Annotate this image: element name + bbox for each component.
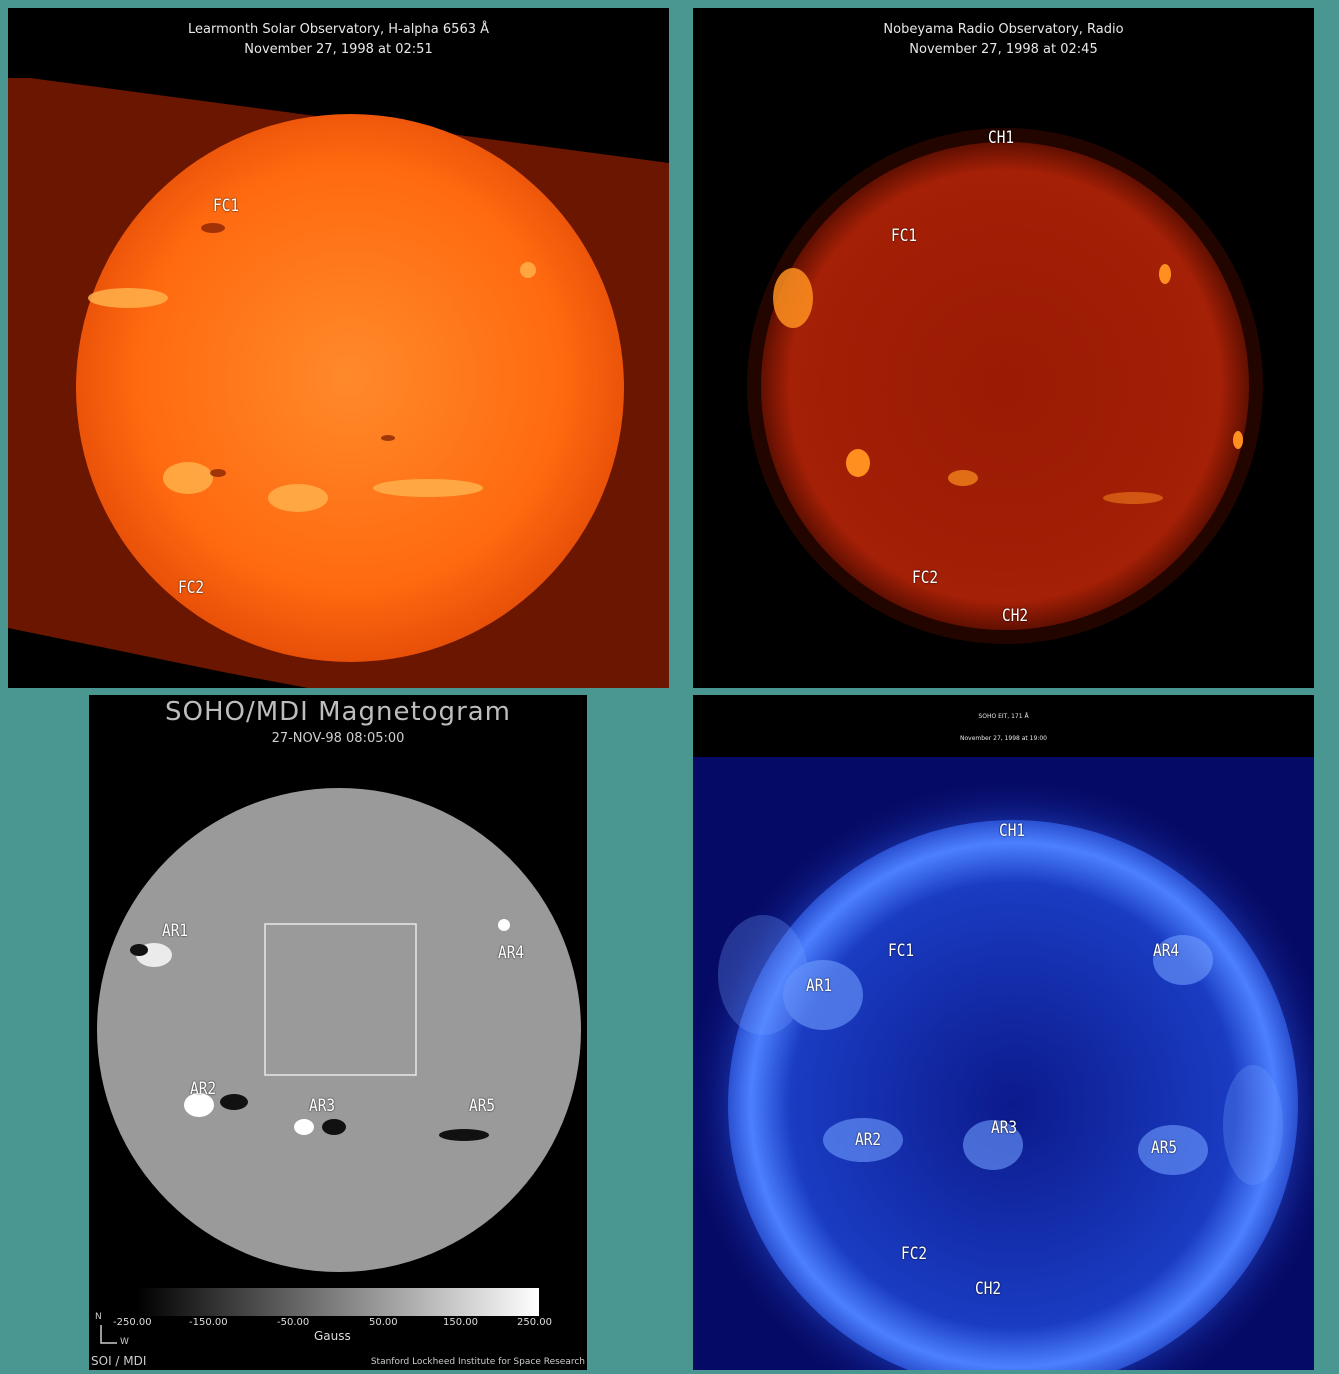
radio-title: Nobeyama Radio Observatory, Radio [883,22,1124,37]
mdi-panel: SOHO/MDI Magnetogram 27-NOV-98 08:05:00 … [89,695,587,1370]
label-fc2: FC2 [178,578,205,598]
label-fc1: FC1 [891,226,918,246]
halpha-title: Learmonth Solar Observatory, H-alpha 656… [187,22,490,37]
label-ar4: AR4 [1153,941,1180,961]
tick-label: -150.00 [189,1317,228,1328]
colorbar-ticks: -250.00 -150.00 -50.00 50.00 150.00 250.… [113,1317,573,1331]
label-fc2: FC2 [901,1244,928,1264]
eit-title: SOHO EIT, 171 Å [978,713,1029,720]
mdi-footer-left: SOI / MDI [91,1354,147,1368]
mdi-image [97,788,581,1344]
label-ch2: CH2 [1002,606,1029,626]
label-ar1: AR1 [806,976,833,996]
label-fc2: FC2 [912,568,939,588]
compass-west: W [120,1337,129,1347]
label-ar2: AR2 [855,1130,882,1150]
label-ar3: AR3 [991,1118,1018,1138]
label-ar5: AR5 [1151,1138,1178,1158]
halpha-panel: Learmonth Solar Observatory, H-alpha 656… [8,8,669,688]
mdi-footer-right: Stanford Lockheed Institute for Space Re… [370,1357,585,1367]
tick-label: 250.00 [517,1317,552,1328]
tick-label: 150.00 [443,1317,478,1328]
radio-image [747,128,1263,644]
label-ch1: CH1 [988,128,1015,148]
label-ch2: CH2 [975,1279,1002,1299]
eit-image [693,695,1314,1370]
compass-north: N [95,1312,102,1322]
tick-label: 50.00 [369,1317,398,1328]
colorbar-unit: Gauss [314,1329,351,1343]
mdi-title: SOHO/MDI Magnetogram [164,697,512,727]
radio-panel: Nobeyama Radio Observatory, Radio Novemb… [693,8,1314,688]
eit-date: November 27, 1998 at 19:00 [960,735,1047,742]
label-fc1: FC1 [213,196,240,216]
tick-label: -250.00 [113,1317,152,1328]
label-fc1: FC1 [888,941,915,961]
eit-panel: SOHO EIT, 171 Å November 27, 1998 at 19:… [693,695,1314,1370]
tick-label: -50.00 [277,1317,310,1328]
label-ar4: AR4 [498,943,525,963]
label-ch1: CH1 [999,821,1026,841]
mdi-date: 27-NOV-98 08:05:00 [271,731,405,746]
label-ar3: AR3 [309,1096,336,1116]
halpha-image [8,78,669,688]
label-ar5: AR5 [469,1096,496,1116]
radio-date: November 27, 1998 at 02:45 [909,42,1098,57]
label-ar1: AR1 [162,921,189,941]
halpha-date: November 27, 1998 at 02:51 [244,42,433,57]
label-ar2: AR2 [190,1079,217,1099]
